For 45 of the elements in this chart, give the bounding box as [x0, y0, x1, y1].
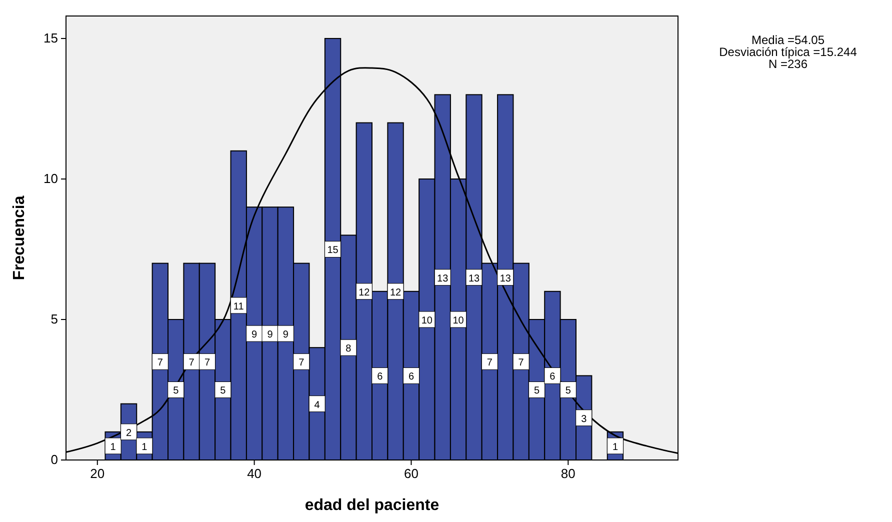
x-tick-label: 20 [90, 466, 105, 481]
data-label: 7 [518, 358, 524, 369]
text: N =236 [768, 57, 808, 71]
x-tick-label: 40 [247, 466, 262, 481]
data-label: 5 [220, 386, 226, 397]
y-tick-label: 5 [50, 311, 58, 326]
data-label: 5 [534, 386, 540, 397]
data-label: 12 [390, 287, 402, 298]
data-label: 7 [188, 358, 195, 369]
data-label: 2 [126, 428, 132, 439]
data-label: 8 [346, 344, 352, 355]
data-label: 10 [452, 315, 464, 326]
data-label: 6 [408, 372, 414, 383]
x-axis-title: edad del paciente [304, 497, 440, 514]
data-label: 3 [581, 414, 588, 425]
data-label: 10 [421, 315, 433, 326]
data-label: 13 [500, 273, 512, 284]
y-tick-label: 15 [44, 30, 58, 46]
data-label: 5 [565, 386, 572, 397]
x-tick-label: 60 [404, 466, 418, 481]
data-label: 13 [437, 273, 449, 284]
data-label: 6 [377, 372, 384, 383]
data-label: 9 [252, 330, 258, 341]
data-label: 13 [468, 273, 480, 284]
data-label: 1 [142, 442, 148, 453]
data-label: 4 [314, 400, 320, 411]
data-label: 5 [173, 386, 180, 397]
text: Media =54.05 [751, 33, 825, 47]
data-label: 7 [298, 358, 305, 369]
data-label: 12 [358, 287, 370, 298]
data-label: 1 [612, 442, 618, 453]
data-label: 6 [550, 372, 556, 383]
text: Desviación típica =15.244 [719, 45, 858, 59]
data-label: 7 [204, 358, 210, 369]
y-tick-label: 10 [44, 170, 58, 186]
data-label: 9 [267, 330, 274, 341]
data-label: 7 [486, 358, 493, 369]
data-label: 1 [110, 442, 116, 453]
data-label: 9 [282, 330, 289, 341]
y-tick-label: 0 [50, 452, 58, 467]
y-axis-title: Frecuencia [11, 196, 28, 280]
data-label: 11 [233, 301, 244, 312]
data-label: 7 [157, 358, 164, 369]
x-tick-label: 80 [560, 466, 576, 481]
data-label: 15 [327, 245, 339, 256]
